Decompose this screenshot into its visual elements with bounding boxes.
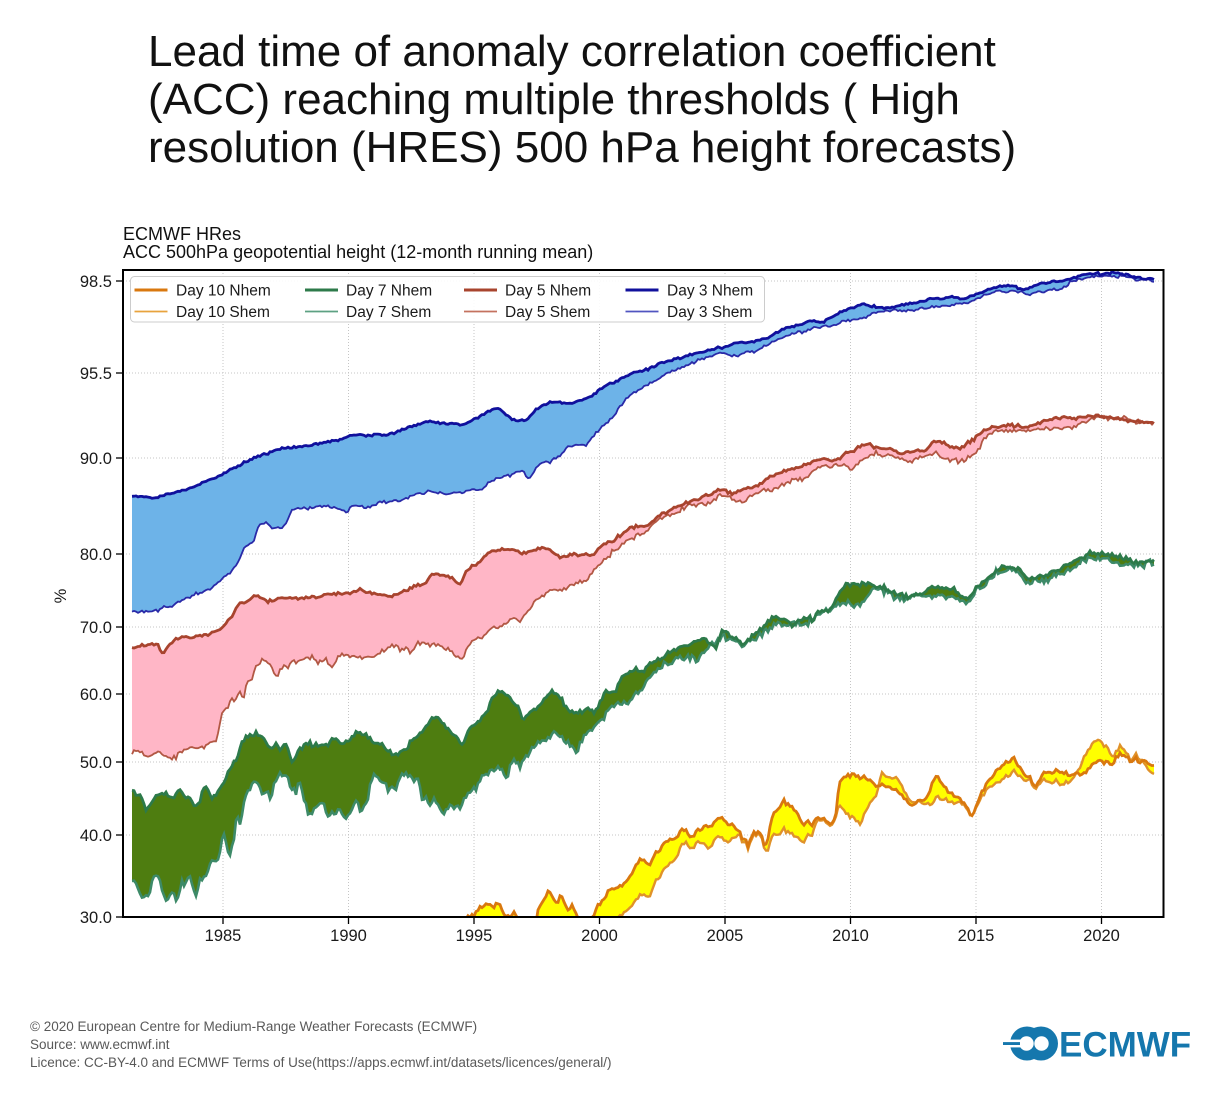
- svg-text:ECMWF: ECMWF: [1059, 1026, 1191, 1065]
- svg-text:Day 10 Nhem: Day 10 Nhem: [176, 283, 271, 300]
- svg-text:95.5: 95.5: [80, 365, 112, 383]
- svg-text:Day 7 Shem: Day 7 Shem: [346, 304, 431, 321]
- svg-text:2010: 2010: [832, 927, 869, 945]
- svg-text:Day 3 Shem: Day 3 Shem: [667, 304, 752, 321]
- svg-text:2005: 2005: [707, 927, 744, 945]
- svg-text:Day 7 Nhem: Day 7 Nhem: [346, 283, 432, 300]
- svg-text:2000: 2000: [581, 927, 618, 945]
- svg-text:Day 10 Shem: Day 10 Shem: [176, 304, 270, 321]
- svg-text:1990: 1990: [330, 927, 367, 945]
- svg-text:ACC 500hPa geopotential height: ACC 500hPa geopotential height (12-month…: [123, 242, 593, 262]
- svg-text:%: %: [52, 588, 70, 603]
- svg-text:30.0: 30.0: [80, 909, 112, 927]
- svg-text:80.0: 80.0: [80, 546, 112, 564]
- svg-text:1985: 1985: [205, 927, 242, 945]
- svg-text:1995: 1995: [456, 927, 493, 945]
- svg-text:Day 5 Nhem: Day 5 Nhem: [505, 283, 591, 300]
- svg-text:98.5: 98.5: [80, 273, 112, 291]
- svg-text:50.0: 50.0: [80, 754, 112, 772]
- svg-text:Day 5 Shem: Day 5 Shem: [505, 304, 590, 321]
- svg-text:Day 3 Nhem: Day 3 Nhem: [667, 283, 753, 300]
- svg-text:90.0: 90.0: [80, 450, 112, 468]
- svg-text:2015: 2015: [958, 927, 995, 945]
- svg-text:Source: www.ecmwf.int: Source: www.ecmwf.int: [30, 1037, 170, 1052]
- svg-text:70.0: 70.0: [80, 619, 112, 637]
- svg-text:Licence: CC-BY-4.0 and ECMWF T: Licence: CC-BY-4.0 and ECMWF Terms of Us…: [30, 1055, 612, 1070]
- svg-text:ECMWF HRes: ECMWF HRes: [123, 224, 241, 244]
- svg-text:60.0: 60.0: [80, 686, 112, 704]
- svg-text:© 2020 European Centre for Med: © 2020 European Centre for Medium-Range …: [30, 1019, 477, 1034]
- svg-text:40.0: 40.0: [80, 827, 112, 845]
- svg-text:2020: 2020: [1083, 927, 1120, 945]
